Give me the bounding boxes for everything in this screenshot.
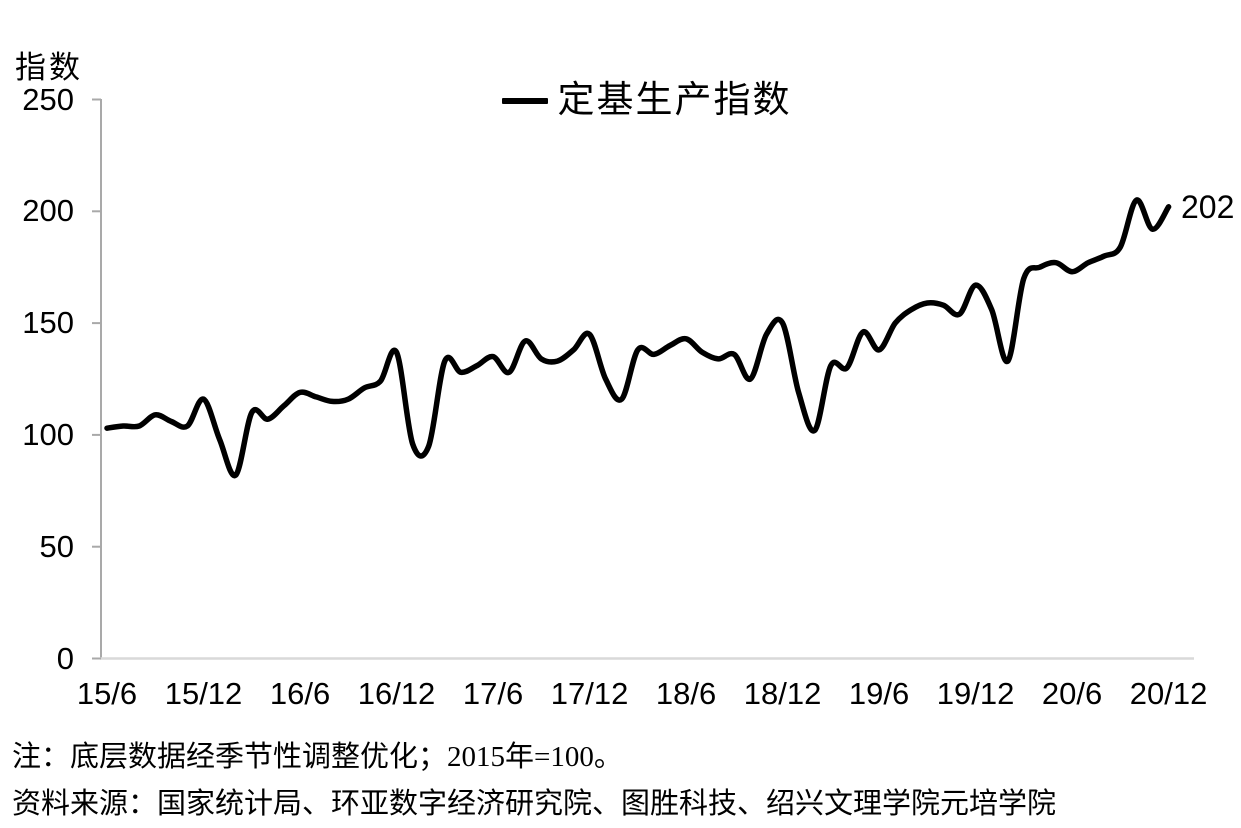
legend: 定基生产指数 bbox=[100, 80, 1193, 122]
legend-label: 定基生产指数 bbox=[557, 80, 792, 121]
y-tick-label: 50 bbox=[39, 528, 74, 564]
x-tick-label: 15/6 bbox=[76, 676, 138, 711]
y-axis-title: 指数 bbox=[15, 50, 83, 85]
y-tick-label: 150 bbox=[22, 305, 74, 341]
x-tick-label: 19/12 bbox=[936, 676, 1015, 711]
x-tick-label: 16/6 bbox=[269, 676, 331, 711]
x-tick-label: 18/12 bbox=[743, 676, 822, 711]
note-line: 注：底层数据经季节性调整优化；2015年=100。 bbox=[12, 741, 623, 773]
x-tick-label: 17/12 bbox=[550, 676, 629, 711]
x-tick-label: 20/6 bbox=[1041, 676, 1103, 711]
y-tick-label: 250 bbox=[22, 81, 74, 117]
x-tick-label: 20/12 bbox=[1129, 676, 1208, 711]
series-line-定基生产指数 bbox=[104, 197, 1172, 479]
source-line: 资料来源：国家统计局、环亚数字经济研究院、图胜科技、绍兴文理学院元培学院 bbox=[12, 788, 1057, 820]
x-tick-label: 16/12 bbox=[357, 676, 436, 711]
y-tick-label: 100 bbox=[22, 416, 74, 452]
y-tick-label: 200 bbox=[22, 193, 74, 229]
x-tick-label: 15/12 bbox=[164, 676, 243, 711]
last-point-data-label: 202 bbox=[1181, 189, 1235, 225]
legend-line-swatch bbox=[501, 98, 548, 104]
x-tick-label: 19/6 bbox=[848, 676, 910, 711]
y-tick-label: 0 bbox=[56, 640, 74, 676]
x-tick-label: 18/6 bbox=[655, 676, 717, 711]
x-tick-label: 17/6 bbox=[462, 676, 524, 711]
